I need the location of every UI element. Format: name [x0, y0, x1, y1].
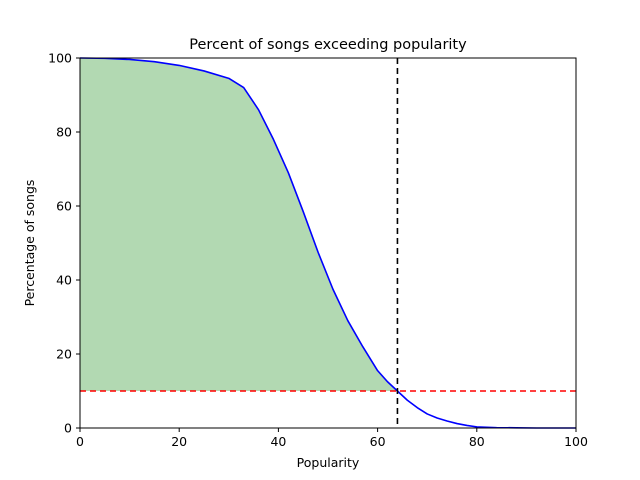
x-axis-label: Popularity	[297, 455, 360, 470]
plot-frame	[79, 57, 577, 429]
y-tick-label: 40	[56, 273, 72, 288]
y-tick-label: 60	[56, 199, 72, 214]
y-axis-ticks: 0 20 40 60 80 100	[48, 51, 80, 436]
x-axis-ticks: 0 20 40 60 80 100	[76, 428, 588, 449]
line-layer	[79, 57, 576, 429]
x-tick-label: 40	[270, 434, 286, 449]
shaded-area	[80, 58, 398, 391]
x-tick-label: 20	[171, 434, 187, 449]
x-tick-label: 80	[469, 434, 485, 449]
x-tick-label: 100	[564, 434, 588, 449]
reference-lines	[80, 58, 576, 428]
chart-title: Percent of songs exceeding popularity	[189, 37, 467, 53]
series-line	[79, 57, 576, 429]
y-tick-label: 80	[56, 125, 72, 140]
y-tick-label: 20	[56, 347, 72, 362]
x-tick-label: 60	[370, 434, 386, 449]
y-tick-label: 100	[48, 51, 72, 66]
fill-layer	[80, 58, 398, 391]
y-tick-label: 0	[64, 421, 72, 436]
x-tick-label: 0	[76, 434, 84, 449]
y-axis-label: Percentage of songs	[22, 180, 37, 307]
